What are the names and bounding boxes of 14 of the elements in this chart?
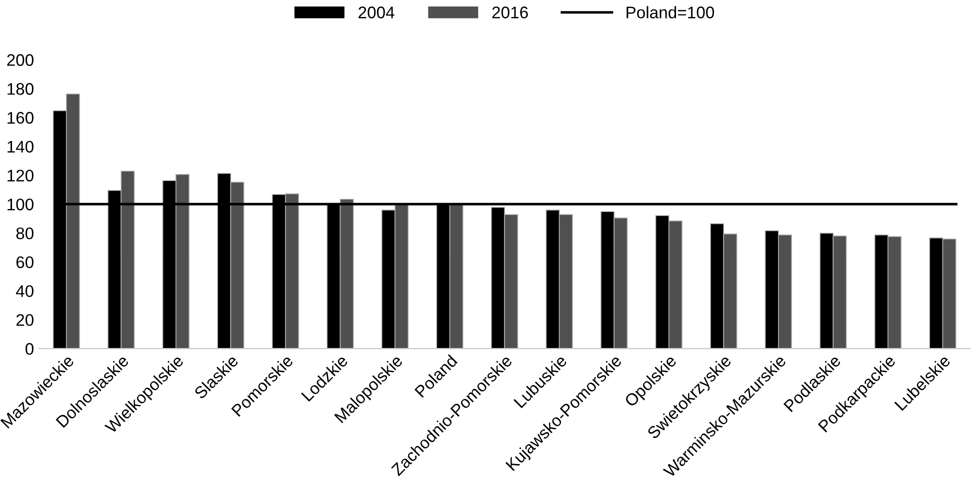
y-tick-label: 140 (8, 140, 34, 153)
legend-label: Poland=100 (626, 6, 714, 18)
y-tick-label: 200 (7, 54, 34, 66)
y-tick-label: 20 (16, 314, 34, 326)
y-tick-label: 0 (26, 343, 34, 355)
y-tick-label: 100 (8, 198, 34, 210)
legend-label: 2004 (358, 6, 394, 18)
y-tick-label: 40 (16, 285, 34, 298)
y-tick-label: 120 (8, 170, 34, 182)
y-tick-label: 180 (8, 83, 34, 95)
y-tick-label: 60 (16, 256, 34, 268)
legend-label: 2016 (492, 6, 528, 18)
y-tick-label: 80 (16, 227, 34, 240)
y-tick-label: 160 (8, 112, 34, 124)
